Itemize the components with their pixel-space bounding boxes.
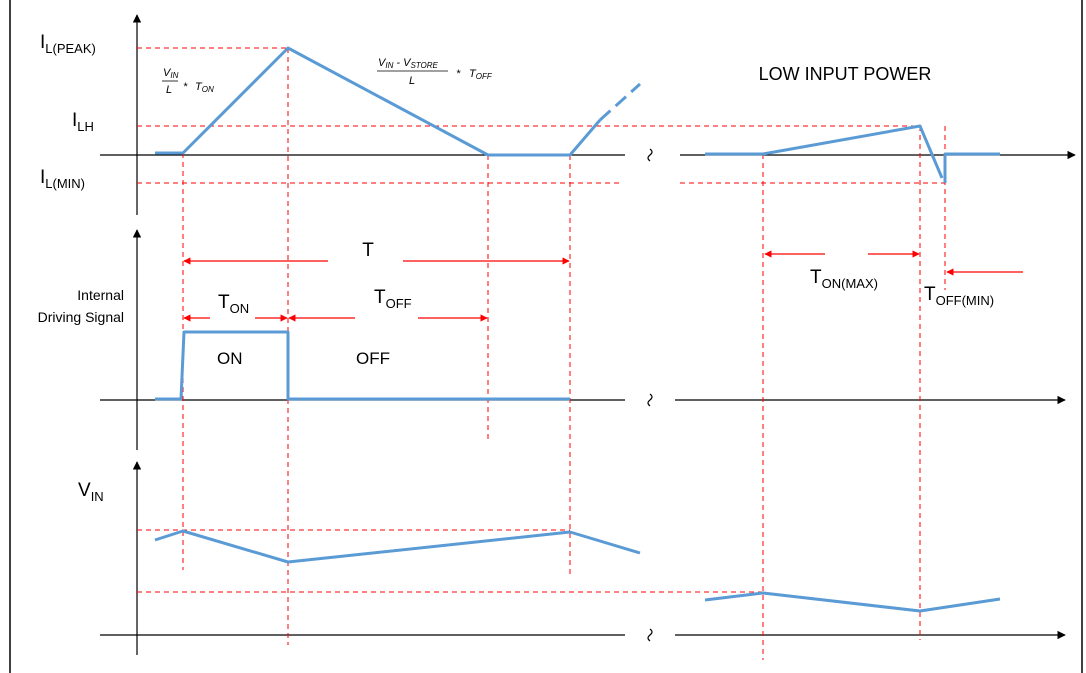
- timing-arrows: [183, 250, 1023, 322]
- on-label: ON: [217, 349, 243, 368]
- svg-text:TON: TON: [195, 81, 214, 94]
- t-on-label: TON: [218, 292, 249, 316]
- v-in-label: VIN: [78, 480, 104, 504]
- signal-label: Driving Signal: [38, 309, 124, 325]
- i-min-label: IL(MIN): [40, 167, 85, 191]
- t-off-min-label: TOFF(MIN): [924, 284, 994, 308]
- svg-text:*: *: [183, 81, 188, 93]
- i-lh-label: ILH: [72, 110, 94, 134]
- waveforms: [154, 46, 1001, 613]
- formula-fall: VIN - VSTORE L * TOFF: [377, 57, 493, 87]
- period-label: T: [362, 240, 374, 261]
- guides: [137, 47, 946, 660]
- off-label: OFF: [356, 349, 390, 368]
- i-peak-label: IL(PEAK): [40, 32, 96, 56]
- axes: [100, 14, 1076, 655]
- svg-text:TOFF: TOFF: [469, 68, 493, 81]
- formula-rise: VIN L * TON: [162, 67, 214, 96]
- t-on-max-label: TON(MAX): [810, 267, 878, 291]
- svg-text:*: *: [456, 68, 461, 80]
- low-input-power: LOW INPUT POWER: [759, 64, 932, 84]
- t-off-label: TOFF: [374, 287, 412, 311]
- svg-text:L: L: [409, 75, 415, 87]
- frame: [9, 0, 1083, 673]
- svg-text:VIN: VIN: [163, 67, 179, 80]
- svg-text:VIN - VSTORE: VIN - VSTORE: [378, 57, 439, 70]
- svg-text:L: L: [166, 84, 172, 96]
- signal-label: Internal: [77, 287, 124, 303]
